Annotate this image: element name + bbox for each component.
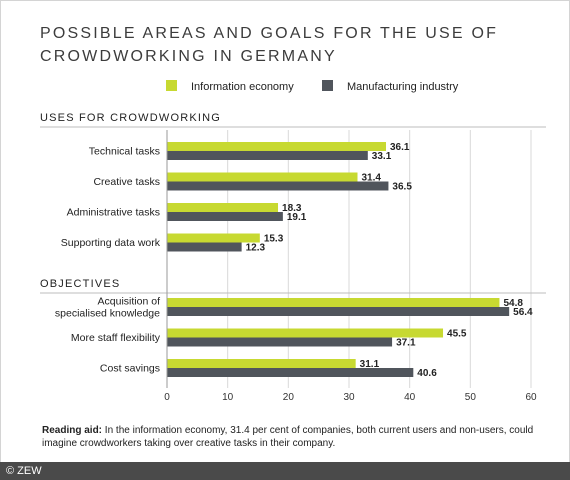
value-label-more-staff-flexibility-manufacturing-industry: 37.1 [396,338,416,349]
bar-creative-tasks-manufacturing-industry [167,181,389,191]
legend-swatch-information-economy [166,80,177,91]
category-label-acquisition-of-specialised-knowledge-1: Acquisition of [98,296,161,308]
value-label-creative-tasks-information-economy: 31.4 [361,173,381,184]
chart-title-line-2: CROWDWORKING IN GERMANY [40,48,337,65]
value-label-administrative-tasks-information-economy: 18.3 [282,203,302,214]
value-label-cost-savings-information-economy: 31.1 [360,359,380,370]
reading-aid-label: Reading aid: [42,425,103,436]
value-label-creative-tasks-manufacturing-industry: 36.5 [392,182,412,193]
bar-creative-tasks-information-economy [167,172,358,182]
bar-cost-savings-manufacturing-industry [167,368,414,377]
value-label-technical-tasks-information-economy: 36.1 [390,142,410,153]
x-tick-label-20: 20 [283,392,295,403]
x-tick-label-50: 50 [465,392,477,403]
bar-technical-tasks-information-economy [167,142,387,151]
bar-acquisition-of-specialised-knowledge-manufacturing-industry [167,307,510,316]
legend-information-economy: Information economy [166,80,294,94]
value-label-acquisition-of-specialised-knowledge-manufacturing-industry: 56.4 [513,307,533,318]
category-label-supporting-data-work: Supporting data work [61,237,161,249]
legend-label-manufacturing-industry: Manufacturing industry [347,81,459,93]
value-label-acquisition-of-specialised-knowledge-information-economy: 54.8 [503,298,523,309]
value-label-supporting-data-work-information-economy: 15.3 [264,234,284,245]
legend-label-information-economy: Information economy [191,81,294,93]
bar-cost-savings-information-economy [167,359,356,368]
bar-more-staff-flexibility-information-economy [167,328,444,338]
bar-supporting-data-work-information-economy [167,233,260,243]
category-label-acquisition-of-specialised-knowledge-2: specialised knowledge [55,308,160,320]
x-tick-label-10: 10 [222,392,234,403]
bar-chart: 0 10 20 30 40 50 60 USES FOR CROWDWORKING Techni… [40,112,546,403]
category-label-more-staff-flexibility: More staff flexibility [71,332,161,344]
bar-acquisition-of-specialised-knowledge-information-economy [167,298,500,307]
chart-title-line-1: POSSIBLE AREAS AND GOALS FOR THE USE OF [40,25,499,42]
x-tick-label-30: 30 [343,392,355,403]
x-tick-label-60: 60 [525,392,537,403]
category-label-technical-tasks: Technical tasks [89,146,160,158]
bar-more-staff-flexibility-manufacturing-industry [167,337,393,347]
section-heading-uses-for-crowdworking: USES FOR CROWDWORKING [40,112,221,124]
legend-swatch-manufacturing-industry [322,80,333,91]
chart-title: POSSIBLE AREAS AND GOALS FOR THE USE OF … [40,22,520,68]
value-label-technical-tasks-manufacturing-industry: 33.1 [372,151,392,162]
reading-aid-note: Reading aid: In the information economy,… [42,424,542,450]
bar-administrative-tasks-manufacturing-industry [167,212,283,221]
bar-supporting-data-work-manufacturing-industry [167,242,242,252]
copyright-text: © ZEW [6,465,42,477]
value-label-administrative-tasks-manufacturing-industry: 19.1 [287,212,307,223]
x-tick-label-0: 0 [164,392,170,403]
legend-manufacturing-industry: Manufacturing industry [322,80,458,94]
category-label-cost-savings: Cost savings [100,363,160,375]
value-label-more-staff-flexibility-information-economy: 45.5 [447,329,467,340]
reading-aid-text: In the information economy, 31.4 per cen… [42,425,534,449]
category-label-administrative-tasks: Administrative tasks [67,207,160,219]
section-heading-objectives: OBJECTIVES [40,278,120,290]
copyright-footer: © ZEW [0,462,570,480]
value-label-supporting-data-work-manufacturing-industry: 12.3 [246,243,266,254]
bar-administrative-tasks-information-economy [167,203,279,212]
category-label-creative-tasks: Creative tasks [93,176,160,188]
x-tick-label-40: 40 [404,392,416,403]
bar-technical-tasks-manufacturing-industry [167,151,368,160]
value-label-cost-savings-manufacturing-industry: 40.6 [417,368,437,379]
